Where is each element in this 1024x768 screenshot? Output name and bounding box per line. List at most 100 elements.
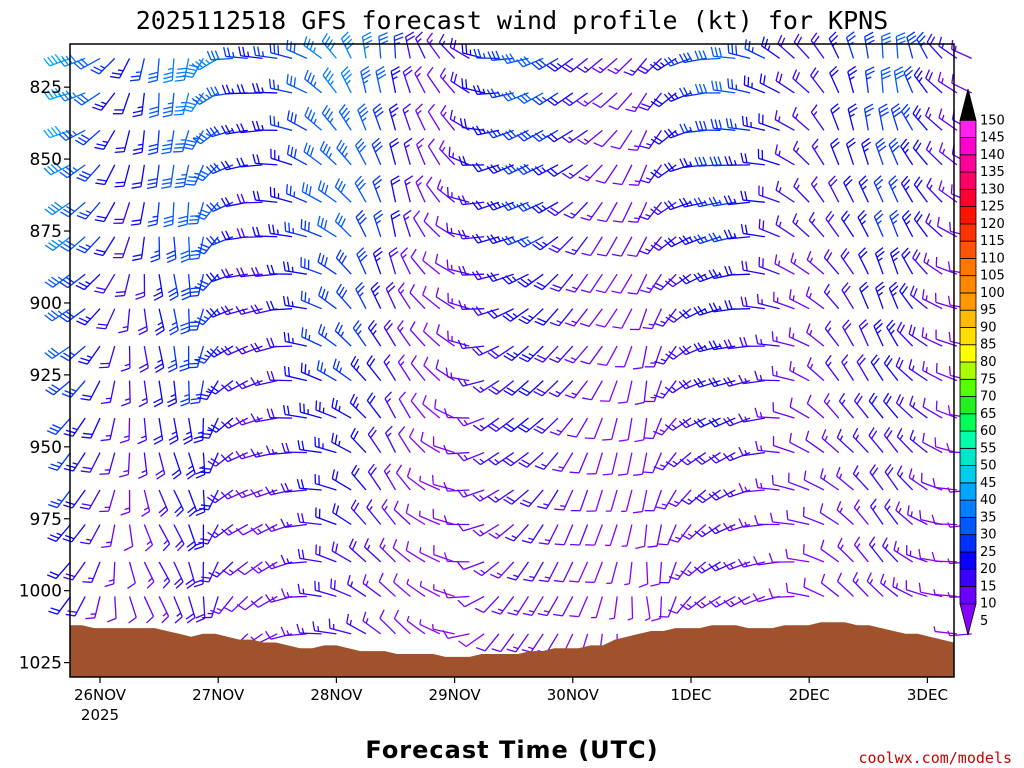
wind-barb <box>120 489 131 516</box>
wind-barb <box>148 92 160 119</box>
wind-barb <box>888 175 899 203</box>
barb-flag <box>712 196 719 206</box>
barb-half-flag <box>686 603 692 608</box>
barb-flag <box>579 322 590 327</box>
barb-flag <box>223 47 227 57</box>
barb-flag <box>858 319 867 327</box>
wind-barb <box>538 524 559 545</box>
barb-flag <box>209 307 217 317</box>
wind-barb <box>922 432 943 454</box>
wind-barb <box>693 234 721 245</box>
barb-staff <box>173 561 184 583</box>
barb-half-flag <box>849 113 855 118</box>
wind-barb <box>858 319 869 347</box>
barb-half-flag <box>675 536 681 540</box>
barb-flag <box>273 44 276 54</box>
barb-staff <box>646 561 649 584</box>
y-tick-label: 825 <box>30 78 62 98</box>
barb-flag <box>390 141 400 149</box>
barb-flag <box>486 130 494 139</box>
wind-barb <box>167 380 178 408</box>
barb-flag <box>60 211 69 218</box>
wind-barb <box>650 92 677 108</box>
wind-barb <box>443 408 470 419</box>
barb-flag <box>788 289 792 299</box>
wind-barb <box>599 380 618 402</box>
barb-flag <box>301 513 305 523</box>
barb-flag <box>745 116 748 127</box>
barb-staff <box>811 145 825 166</box>
wind-barb <box>132 236 145 262</box>
barb-flag <box>118 329 128 334</box>
wind-barb <box>44 345 71 359</box>
barb-staff <box>255 235 278 238</box>
wind-barb <box>580 201 603 221</box>
barb-flag <box>353 430 359 440</box>
wind-barb <box>350 355 367 382</box>
barb-flag <box>562 172 571 180</box>
wind-barb <box>743 75 766 94</box>
wind-barb <box>609 596 618 620</box>
wind-barb <box>442 629 470 640</box>
colorbar-label: 85 <box>980 338 997 353</box>
barb-flag <box>389 137 399 145</box>
wind-barb <box>301 182 322 203</box>
barb-half-flag <box>349 619 352 626</box>
barb-half-flag <box>660 320 666 324</box>
barb-flag <box>59 315 68 323</box>
barb-staff <box>405 549 426 563</box>
barb-staff <box>641 452 648 475</box>
barb-flag <box>81 503 92 507</box>
barb-staff <box>426 40 441 59</box>
barb-flag <box>169 439 179 445</box>
barb-half-flag <box>85 244 91 248</box>
barb-half-flag <box>673 500 680 504</box>
barb-flag <box>491 610 501 615</box>
wind-barb <box>786 510 810 526</box>
barb-flag <box>130 223 141 226</box>
barb-half-flag <box>227 455 232 461</box>
barb-staff <box>373 215 382 237</box>
barb-flag <box>186 101 197 106</box>
barb-flag <box>198 93 207 101</box>
barb-staff <box>667 596 677 618</box>
wind-barb <box>473 561 500 577</box>
barb-staff <box>395 472 411 491</box>
wind-barb <box>518 345 544 363</box>
barb-flag <box>792 140 799 150</box>
barb-staff <box>853 544 869 563</box>
barb-flag <box>446 222 449 233</box>
wind-barb <box>180 274 192 301</box>
barb-flag <box>180 330 190 335</box>
barb-half-flag <box>541 167 547 172</box>
wind-barb <box>457 229 485 240</box>
barb-flag <box>310 112 316 122</box>
colorbar-segment <box>959 413 977 432</box>
barb-flag <box>502 425 512 433</box>
barb-flag <box>737 558 745 568</box>
barb-half-flag <box>912 402 916 408</box>
wind-barb <box>912 249 928 275</box>
barb-flag <box>871 395 878 405</box>
barb-staff <box>88 524 101 545</box>
wind-barb <box>892 577 913 598</box>
colorbar-segment <box>959 223 977 242</box>
wind-barb <box>710 46 736 60</box>
barb-flag <box>712 269 719 278</box>
wind-barb <box>406 578 426 597</box>
barb-flag <box>422 251 427 261</box>
barb-staff <box>579 489 589 511</box>
barb-flag <box>918 548 922 559</box>
barb-staff <box>141 130 145 153</box>
barb-flag <box>120 511 130 516</box>
barb-flag <box>889 209 898 217</box>
wind-barb <box>899 282 914 310</box>
barb-flag <box>78 360 88 365</box>
barb-flag <box>66 464 76 469</box>
barb-staff <box>840 218 855 238</box>
barb-flag <box>320 217 324 228</box>
wind-barb <box>659 561 677 584</box>
wind-barb <box>549 308 574 327</box>
wind-barb <box>129 58 145 82</box>
